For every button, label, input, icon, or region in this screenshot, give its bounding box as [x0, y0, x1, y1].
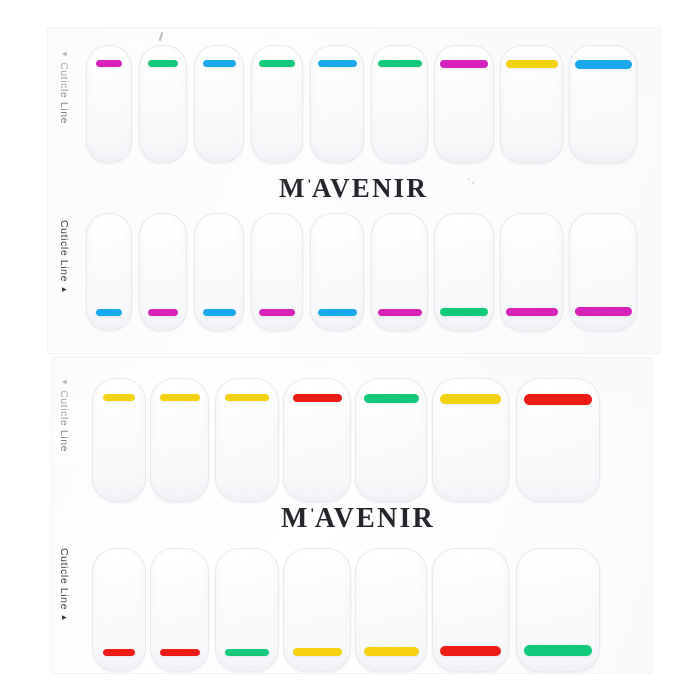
- nail-color-bar-yellow: [103, 394, 135, 401]
- nail-color-bar-red: [160, 649, 200, 656]
- nail-color-bar-magenta: [575, 307, 632, 316]
- nail-strip: [92, 378, 146, 502]
- brand-logo-prefix: M: [281, 503, 310, 534]
- cuticle-line-text: Cuticle Line: [58, 62, 70, 125]
- dust-scratch: [158, 31, 163, 42]
- nail-color-bar-yellow: [293, 648, 342, 656]
- nail-strip: [500, 45, 563, 163]
- nail-strip: [86, 45, 132, 163]
- cuticle-line-text: Cuticle Line: [58, 220, 70, 283]
- nail-color-bar-blue: [318, 60, 357, 67]
- nail-color-bar-magenta: [378, 309, 422, 316]
- nail-strip: [283, 548, 351, 672]
- nail-strip: [310, 213, 364, 331]
- nail-color-bar-magenta: [506, 308, 558, 316]
- nail-strip: [150, 378, 209, 502]
- dust-speck: [468, 178, 470, 180]
- nail-color-bar-magenta: [259, 309, 295, 316]
- nail-strip: [215, 378, 279, 502]
- cuticle-marker-down-icon: ▼: [60, 50, 69, 59]
- cuticle-line-text: Cuticle Line: [58, 390, 70, 453]
- brand-logo-bottom: M'AVENIR: [281, 503, 435, 535]
- nail-color-bar-blue: [203, 60, 236, 67]
- cuticle-marker-up-icon: ▲: [60, 613, 69, 623]
- nail-strip: [139, 45, 187, 163]
- nail-strip: [355, 378, 427, 502]
- nail-strip: [194, 213, 244, 331]
- nail-strip: [86, 213, 132, 331]
- brand-logo-apostrophe: ': [310, 505, 315, 523]
- nail-color-bar-magenta: [440, 60, 488, 68]
- nail-color-bar-magenta: [148, 309, 178, 316]
- nail-color-bar-green: [524, 645, 592, 656]
- nail-color-bar-green: [259, 60, 295, 67]
- nail-strip: [251, 213, 303, 331]
- nail-strip: [516, 548, 600, 672]
- nail-color-bar-blue: [96, 309, 122, 316]
- nail-color-bar-yellow: [364, 647, 419, 656]
- nail-color-bar-red: [293, 394, 342, 402]
- cuticle-line-label-row-1: ▼ Cuticle Line: [58, 50, 70, 124]
- nail-strip: [432, 548, 509, 672]
- nail-strip: [432, 378, 509, 502]
- nail-strip: [251, 45, 303, 163]
- nail-strip: [371, 213, 428, 331]
- cuticle-line-label-row-4: Cuticle Line ▲: [58, 548, 70, 622]
- nail-strip: [569, 213, 637, 331]
- nail-color-bar-green: [440, 308, 488, 316]
- brand-logo-suffix: AVENIR: [311, 173, 429, 203]
- nail-strip: [150, 548, 209, 672]
- cuticle-line-label-row-2: Cuticle Line ▲: [58, 220, 70, 294]
- nail-strip: [92, 548, 146, 672]
- cuticle-marker-down-icon: ▼: [60, 378, 69, 387]
- nail-strip: [194, 45, 244, 163]
- brand-logo-top: M'AVENIR: [279, 173, 428, 204]
- nail-color-bar-red: [440, 646, 501, 656]
- nail-color-bar-yellow: [440, 394, 501, 404]
- nail-color-bar-green: [378, 60, 422, 67]
- nail-strip: [283, 378, 351, 502]
- nail-color-bar-yellow: [160, 394, 200, 401]
- nail-color-bar-green: [148, 60, 178, 67]
- nail-strip: [569, 45, 637, 163]
- nail-color-bar-yellow: [225, 394, 269, 401]
- nail-strip: [310, 45, 364, 163]
- cuticle-marker-up-icon: ▲: [60, 285, 69, 295]
- nail-color-bar-blue: [203, 309, 236, 316]
- brand-logo-suffix: AVENIR: [314, 503, 435, 534]
- nail-color-bar-yellow: [506, 60, 558, 68]
- nail-strip: [500, 213, 563, 331]
- nail-strip: [434, 213, 494, 331]
- nail-strip: [516, 378, 600, 502]
- nail-strip: [355, 548, 427, 672]
- nail-color-bar-green: [364, 394, 419, 403]
- dust-speck: [472, 182, 474, 184]
- nail-color-bar-green: [225, 649, 269, 656]
- nail-strip: [215, 548, 279, 672]
- nail-color-bar-red: [103, 649, 135, 656]
- nail-color-bar-blue: [318, 309, 357, 316]
- cuticle-line-label-row-3: ▼ Cuticle Line: [58, 378, 70, 452]
- nail-strip: [434, 45, 494, 163]
- cuticle-line-text: Cuticle Line: [58, 548, 70, 611]
- nail-color-bar-magenta: [96, 60, 122, 67]
- nail-strip: [139, 213, 187, 331]
- nail-strip: [371, 45, 428, 163]
- nail-color-bar-red: [524, 394, 592, 405]
- brand-logo-prefix: M: [279, 173, 307, 203]
- nail-color-bar-blue: [575, 60, 632, 69]
- brand-logo-apostrophe: ': [307, 176, 312, 193]
